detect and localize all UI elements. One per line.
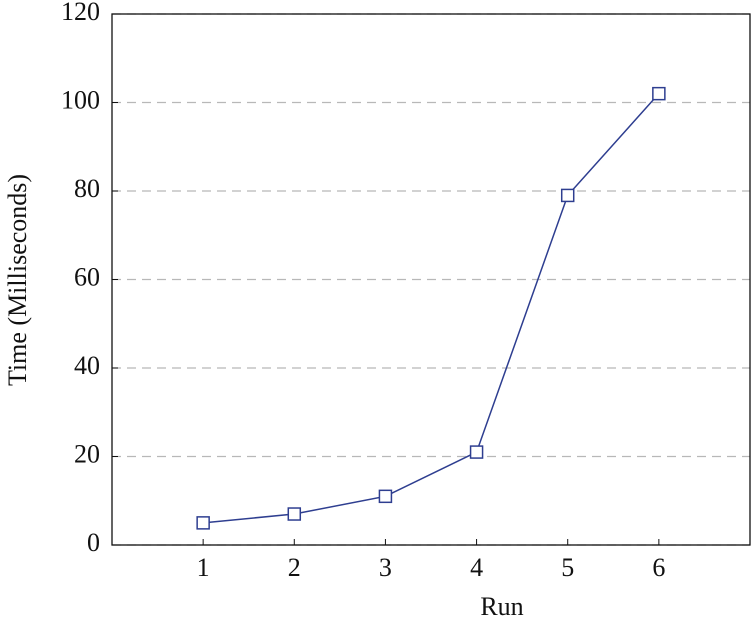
y-tick-label: 80	[74, 174, 100, 203]
y-tick-label: 100	[61, 85, 100, 114]
x-axis-label: Run	[480, 592, 523, 621]
data-marker	[287, 507, 302, 521]
y-axis-label: Time (Milliseconds)	[3, 174, 32, 386]
data-marker	[378, 489, 393, 504]
x-tick-label: 6	[652, 553, 665, 582]
x-tick-label: 2	[288, 553, 301, 582]
data-line	[203, 93, 660, 524]
data-marker	[196, 516, 210, 530]
data-marker	[469, 445, 484, 459]
y-tick-label: 0	[87, 528, 100, 557]
y-tick-label: 20	[74, 439, 100, 468]
data-marker	[652, 86, 666, 101]
y-tick-label: 40	[74, 351, 100, 380]
x-tick-label: 3	[379, 553, 392, 582]
plot-frame	[111, 13, 751, 546]
y-tick-label: 120	[61, 0, 100, 26]
y-tick-label: 60	[74, 262, 100, 291]
x-tick-label: 5	[561, 553, 574, 582]
x-tick-label: 4	[470, 553, 483, 582]
data-marker	[560, 188, 575, 203]
x-tick-label: 1	[197, 553, 210, 582]
